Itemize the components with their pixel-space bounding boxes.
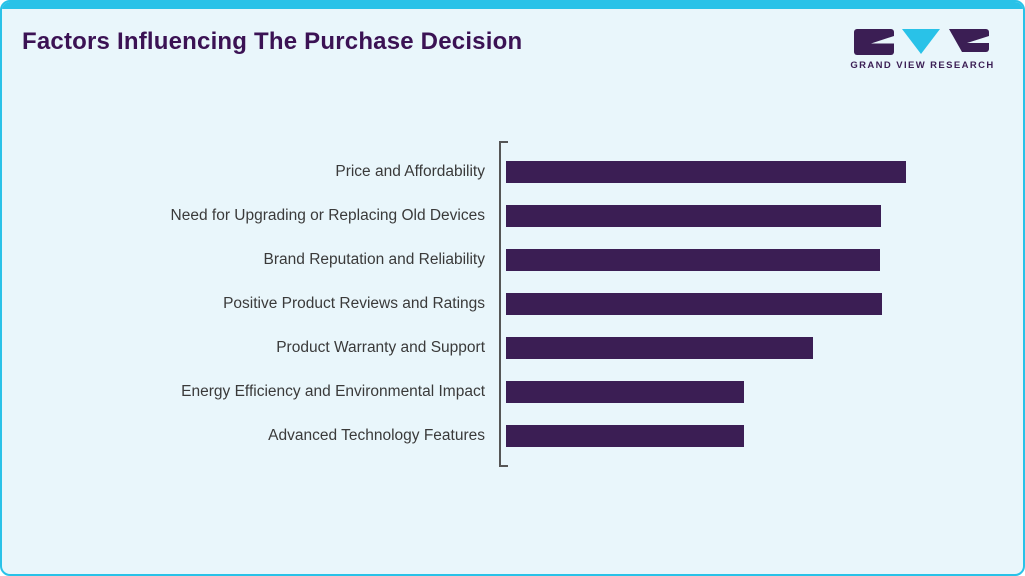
bar-track	[506, 381, 926, 403]
bar	[506, 293, 882, 315]
brand-name: GRAND VIEW RESEARCH	[850, 60, 995, 71]
category-label: Price and Affordability	[335, 163, 485, 180]
bar	[506, 337, 813, 359]
bar	[506, 425, 744, 447]
gvr-logo-icon	[853, 29, 989, 55]
bar-row: Advanced Technology Features	[2, 425, 1023, 447]
bar	[506, 249, 880, 271]
chart-rows: Price and Affordability Need for Upgradin…	[2, 161, 1023, 447]
bar-track	[506, 425, 926, 447]
category-label: Need for Upgrading or Replacing Old Devi…	[170, 207, 485, 224]
bar-row: Energy Efficiency and Environmental Impa…	[2, 381, 1023, 403]
bar-track	[506, 161, 926, 183]
brand-logo: GRAND VIEW RESEARCH	[850, 28, 995, 71]
category-label: Positive Product Reviews and Ratings	[223, 295, 485, 312]
category-label: Product Warranty and Support	[276, 339, 485, 356]
axis-bracket	[499, 141, 508, 467]
category-label: Advanced Technology Features	[268, 427, 485, 444]
bar-row: Need for Upgrading or Replacing Old Devi…	[2, 205, 1023, 227]
bar-row: Price and Affordability	[2, 161, 1023, 183]
bar-track	[506, 337, 926, 359]
category-label: Energy Efficiency and Environmental Impa…	[181, 383, 485, 400]
bar-row: Brand Reputation and Reliability	[2, 249, 1023, 271]
bar	[506, 161, 906, 183]
bar-chart: Price and Affordability Need for Upgradin…	[2, 140, 1023, 470]
bar-track	[506, 249, 926, 271]
top-accent-strip	[2, 2, 1023, 9]
bar	[506, 381, 744, 403]
bar-track	[506, 205, 926, 227]
category-label: Brand Reputation and Reliability	[263, 251, 485, 268]
bar-track	[506, 293, 926, 315]
bar-row: Product Warranty and Support	[2, 337, 1023, 359]
bar-row: Positive Product Reviews and Ratings	[2, 293, 1023, 315]
page-title: Factors Influencing The Purchase Decisio…	[22, 28, 523, 55]
bar	[506, 205, 881, 227]
